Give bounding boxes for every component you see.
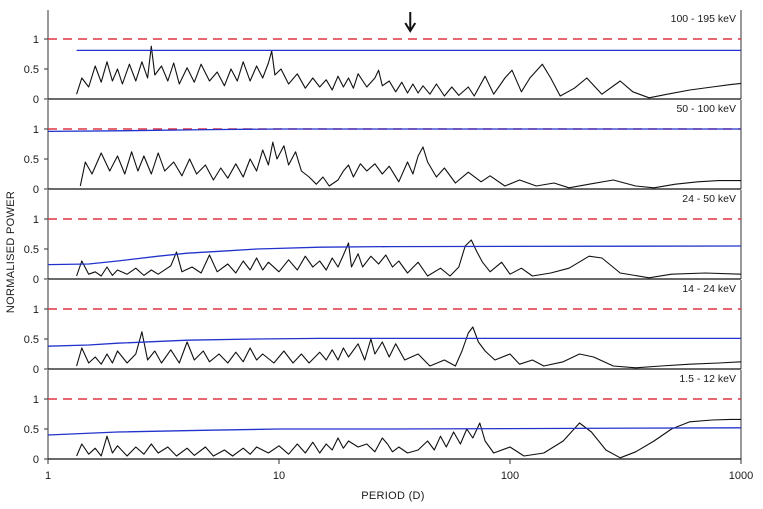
panel-5: 0 0.5 1 1.5 - 12 keV [24, 370, 742, 466]
significance-line [47, 427, 742, 436]
periodogram-series [76, 418, 741, 459]
periodogram-series [76, 239, 742, 279]
significance-line [47, 245, 742, 266]
panel-3: 0 0.5 1 24 - 50 keV [24, 190, 742, 286]
significance-line [47, 128, 741, 133]
panel-4: 0 0.5 1 14 - 24 keV [24, 280, 742, 376]
panels: 0 0.5 1 100 - 195 keV 0 0.5 1 50 - 100 keV 0 0.5 1… [24, 10, 742, 466]
y-tick-label: 1 [33, 304, 39, 316]
panel-1: 0 0.5 1 100 - 195 keV [24, 10, 742, 106]
y-tick-label: 0.5 [24, 424, 39, 436]
periodogram-series [76, 326, 742, 369]
x-tick-label: 1000 [729, 470, 753, 482]
y-tick-label: 0 [33, 274, 39, 286]
arrow-head [404, 22, 417, 33]
down-arrow-marker [404, 12, 417, 33]
periodogram-series [76, 45, 742, 99]
y-tick-label: 0 [33, 454, 39, 466]
y-tick-label: 1 [33, 394, 39, 406]
x-tick-label: 10 [273, 470, 285, 482]
energy-band-label: 1.5 - 12 keV [679, 373, 736, 385]
y-tick-label: 0.5 [24, 244, 39, 256]
periodogram-series [79, 141, 741, 189]
x-axis-label: PERIOD (D) [361, 490, 425, 502]
significance-line [47, 337, 741, 347]
energy-band-label: 100 - 195 keV [671, 13, 736, 25]
y-tick-label: 0.5 [24, 334, 39, 346]
y-axis-label: NORMALISED POWER [5, 191, 17, 313]
energy-band-label: 14 - 24 keV [682, 283, 736, 295]
y-tick-label: 1 [33, 124, 39, 136]
energy-band-label: 24 - 50 keV [682, 193, 736, 205]
x-tick-label: 1 [45, 470, 51, 482]
y-tick-label: 1 [33, 34, 39, 46]
y-tick-label: 1 [33, 214, 39, 226]
y-tick-label: 0 [33, 94, 39, 106]
y-tick-label: 0 [33, 364, 39, 376]
x-ticks: 1 10 100 1000 [45, 459, 753, 482]
y-tick-label: 0.5 [24, 64, 39, 76]
panel-2: 0 0.5 1 50 - 100 keV [24, 100, 742, 196]
y-tick-label: 0.5 [24, 154, 39, 166]
y-tick-label: 0 [33, 184, 39, 196]
energy-band-label: 50 - 100 keV [676, 103, 736, 115]
x-tick-label: 100 [501, 470, 519, 482]
